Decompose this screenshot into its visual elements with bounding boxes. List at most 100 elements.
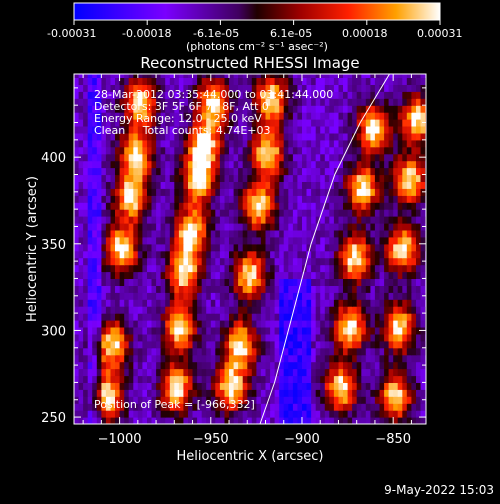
heatmap-cell bbox=[329, 327, 335, 335]
heatmap-cell bbox=[416, 340, 422, 349]
heatmap-cell bbox=[297, 167, 303, 176]
heatmap-cell bbox=[197, 327, 203, 335]
heatmap-cell bbox=[242, 361, 248, 370]
heatmap-cell bbox=[324, 403, 330, 411]
heatmap-cell bbox=[265, 361, 271, 370]
heatmap-cell bbox=[265, 139, 271, 148]
heatmap-cell bbox=[406, 361, 412, 370]
heatmap-cell bbox=[151, 396, 157, 404]
heatmap-cell bbox=[215, 389, 221, 397]
heatmap-cell bbox=[302, 257, 308, 266]
heatmap-cell bbox=[333, 271, 340, 279]
heatmap-cell bbox=[156, 202, 162, 210]
heatmap-cell bbox=[265, 368, 271, 377]
heatmap-cell bbox=[302, 299, 308, 307]
heatmap-cell bbox=[124, 320, 130, 328]
heatmap-cell bbox=[242, 347, 248, 356]
heatmap-cell bbox=[265, 340, 271, 349]
heatmap-cell bbox=[206, 132, 212, 141]
heatmap-cell bbox=[188, 229, 194, 238]
heatmap-cell bbox=[352, 340, 358, 349]
heatmap-cell bbox=[183, 167, 189, 176]
heatmap-cell bbox=[420, 146, 426, 155]
heatmap-cell bbox=[388, 285, 394, 293]
heatmap-cell bbox=[279, 396, 285, 404]
heatmap-cell bbox=[137, 216, 143, 224]
heatmap-cell bbox=[224, 340, 230, 349]
heatmap-cell bbox=[124, 146, 130, 155]
heatmap-cell bbox=[124, 257, 130, 266]
heatmap-cell bbox=[356, 403, 362, 411]
heatmap-cell bbox=[343, 195, 349, 203]
heatmap-cell bbox=[338, 139, 344, 148]
heatmap-cell bbox=[229, 98, 235, 106]
heatmap-cell bbox=[402, 340, 408, 349]
heatmap-cell bbox=[192, 84, 198, 92]
heatmap-cell bbox=[292, 181, 299, 189]
heatmap-cell bbox=[224, 410, 230, 418]
heatmap-cell bbox=[274, 126, 280, 134]
heatmap-cell bbox=[270, 223, 276, 231]
heatmap-cell bbox=[329, 105, 335, 113]
annotation-peak: Position of Peak = [-966,332] bbox=[94, 398, 255, 411]
heatmap-cell bbox=[74, 278, 80, 286]
heatmap-cell bbox=[206, 119, 212, 127]
heatmap-cell bbox=[370, 396, 376, 404]
heatmap-cell bbox=[256, 216, 262, 224]
heatmap-cell bbox=[133, 354, 139, 363]
heatmap-cell bbox=[242, 98, 248, 106]
heatmap-cell bbox=[384, 271, 390, 279]
heatmap-cell bbox=[233, 98, 239, 106]
heatmap-cell bbox=[206, 91, 212, 99]
heatmap-cell bbox=[206, 126, 212, 134]
heatmap-cell bbox=[197, 347, 203, 356]
heatmap-cell bbox=[288, 119, 294, 127]
heatmap-cell bbox=[201, 160, 207, 169]
heatmap-cell bbox=[142, 236, 148, 245]
heatmap-cell bbox=[251, 320, 257, 328]
heatmap-cell bbox=[292, 396, 299, 404]
heatmap-cell bbox=[274, 146, 280, 155]
heatmap-cell bbox=[229, 389, 235, 397]
heatmap-cell bbox=[238, 368, 244, 377]
heatmap-cell bbox=[178, 77, 185, 85]
heatmap-cell bbox=[210, 327, 216, 335]
heatmap-cell bbox=[183, 174, 189, 182]
heatmap-cell bbox=[374, 375, 381, 383]
heatmap-cell bbox=[192, 299, 198, 307]
heatmap-cell bbox=[183, 132, 189, 141]
heatmap-cell bbox=[197, 223, 203, 231]
heatmap-cell bbox=[115, 139, 121, 148]
heatmap-cell bbox=[388, 347, 394, 356]
heatmap-cell bbox=[169, 112, 175, 120]
heatmap-cell bbox=[92, 91, 98, 99]
heatmap-cell bbox=[288, 132, 294, 141]
heatmap-cell bbox=[156, 257, 162, 266]
heatmap-cell bbox=[78, 347, 84, 356]
heatmap-cell bbox=[297, 229, 303, 238]
heatmap-cell bbox=[115, 132, 121, 141]
heatmap-cell bbox=[352, 333, 358, 342]
heatmap-cell bbox=[333, 320, 340, 328]
heatmap-cell bbox=[74, 132, 80, 141]
heatmap-cell bbox=[356, 375, 362, 383]
heatmap-cell bbox=[302, 209, 308, 217]
heatmap-cell bbox=[274, 132, 280, 141]
heatmap-cell bbox=[416, 202, 422, 210]
heatmap-cell bbox=[256, 257, 262, 266]
heatmap-cell bbox=[74, 126, 80, 134]
heatmap-cell bbox=[183, 285, 189, 293]
heatmap-cell bbox=[379, 354, 385, 363]
heatmap-cell bbox=[133, 327, 139, 335]
heatmap-cell bbox=[197, 257, 203, 266]
y-axis-label: Heliocentric Y (arcsec) bbox=[25, 176, 40, 322]
heatmap-cell bbox=[247, 146, 253, 155]
heatmap-cell bbox=[302, 361, 308, 370]
heatmap-cell bbox=[260, 264, 267, 273]
heatmap-cell bbox=[183, 105, 189, 113]
heatmap-cell bbox=[379, 126, 385, 134]
heatmap-cell bbox=[333, 153, 340, 162]
heatmap-cell bbox=[142, 153, 148, 162]
heatmap-cell bbox=[219, 361, 226, 370]
heatmap-cell bbox=[397, 84, 403, 92]
